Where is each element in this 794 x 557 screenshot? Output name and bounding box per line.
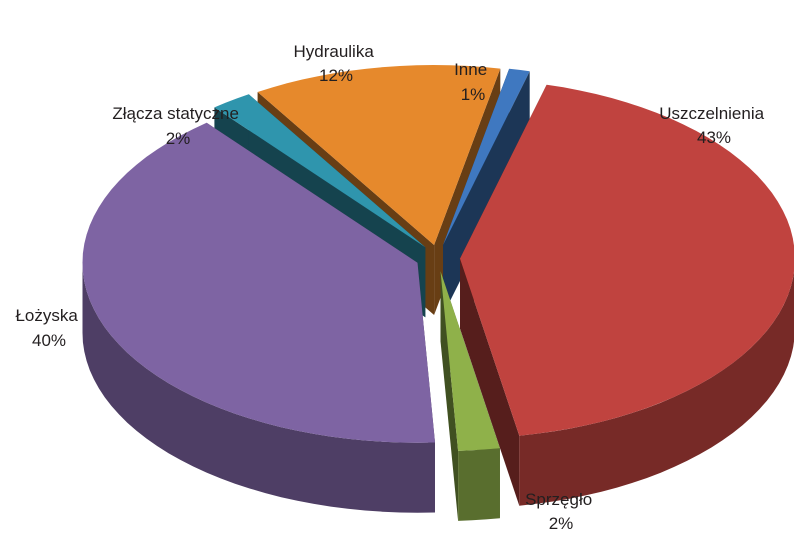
label-inne-name: Inne [454,60,487,79]
label-zlacza-value: 2% [166,129,191,148]
slice-1-side-0 [458,448,500,521]
slice-0-wall-1 [460,258,520,506]
pie-slices [82,65,794,521]
slice-4-top [257,65,501,245]
label-hydraulika: Hydraulika 12% [293,42,378,85]
label-sprzeglo-value: 2% [549,514,574,533]
slice-1-wall-1 [440,271,459,521]
slice-1 [440,271,500,521]
slice-0-side-0 [519,271,794,506]
slice-2-side-0 [82,262,435,513]
label-sprzeglo-name: Sprzęgło [525,490,592,509]
slice-0-top [460,84,794,436]
slice-0 [460,84,794,506]
label-inne-value: 1% [461,85,486,104]
label-lozyska-name: Łożyska [15,306,78,325]
label-uszczelnienia-name: Uszczelnienia [659,104,764,123]
label-zlacza-name: Złącza statyczne [112,104,239,123]
slice-1-top [440,271,500,451]
slice-2-top [82,122,435,443]
label-zlacza-statyczne: Złącza statyczne 2% [112,104,243,148]
label-lozyska-value: 40% [32,331,66,350]
label-hydraulika-value: 12% [319,66,353,85]
label-lozyska: Łożyska 40% [15,306,82,350]
slice-5-top [443,68,530,246]
label-inne: Inne 1% [454,60,492,104]
label-sprzeglo: Sprzęgło 2% [525,490,597,533]
label-uszczelnienia-value: 43% [697,128,731,147]
slice-3-top [214,94,426,248]
label-hydraulika-name: Hydraulika [293,42,374,61]
label-uszczelnienia: Uszczelnienia 43% [659,104,769,147]
slice-2 [82,122,435,513]
